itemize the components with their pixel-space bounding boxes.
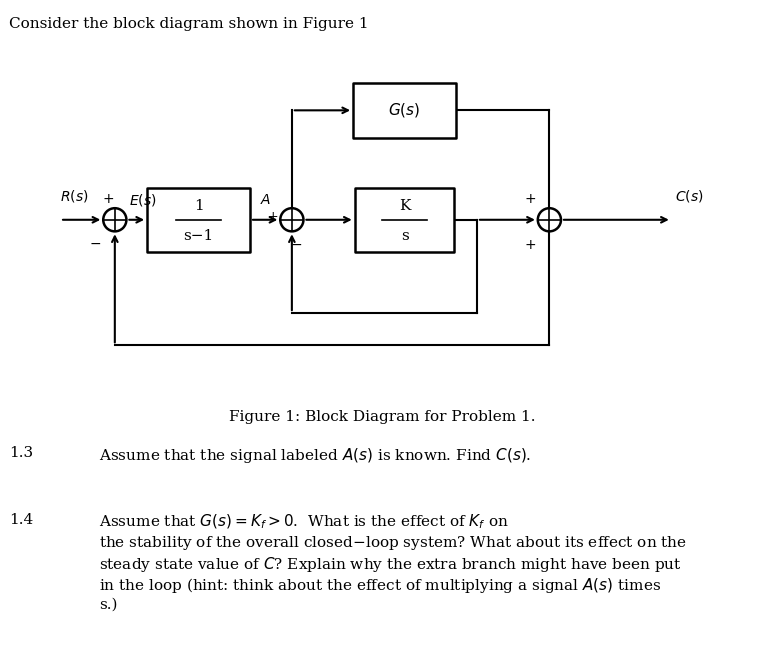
Circle shape (538, 208, 561, 231)
Text: $E(s)$: $E(s)$ (129, 192, 157, 208)
Text: $+$: $+$ (267, 210, 278, 223)
Text: s−1: s−1 (183, 229, 214, 243)
Text: $A$: $A$ (261, 193, 272, 207)
Text: $C(s)$: $C(s)$ (675, 188, 704, 204)
Text: K: K (399, 198, 410, 212)
Text: 1: 1 (193, 198, 203, 212)
Text: $+$: $+$ (524, 192, 536, 206)
Text: Figure 1: Block Diagram for Problem 1.: Figure 1: Block Diagram for Problem 1. (228, 410, 536, 424)
Text: Assume that $G(s) = K_f > 0$.  What is the effect of $K_f$ on
the stability of t: Assume that $G(s) = K_f > 0$. What is th… (99, 513, 687, 611)
Text: $R(s)$: $R(s)$ (60, 188, 89, 204)
Bar (147, 188, 250, 252)
Text: $+$: $+$ (102, 192, 115, 206)
Bar (353, 83, 456, 138)
Text: s: s (400, 229, 409, 243)
Text: $-$: $-$ (290, 236, 302, 250)
Text: $+$: $+$ (524, 238, 536, 252)
Text: Assume that the signal labeled $A(s)$ is known. Find $C(s)$.: Assume that the signal labeled $A(s)$ is… (99, 446, 532, 466)
Text: $G(s)$: $G(s)$ (388, 101, 421, 119)
Text: $-$: $-$ (89, 236, 102, 250)
Text: Consider the block diagram shown in Figure 1: Consider the block diagram shown in Figu… (9, 17, 369, 31)
Bar (354, 188, 455, 252)
Circle shape (280, 208, 303, 231)
Text: 1.4: 1.4 (9, 513, 34, 527)
Circle shape (103, 208, 126, 231)
Text: 1.3: 1.3 (9, 446, 34, 460)
